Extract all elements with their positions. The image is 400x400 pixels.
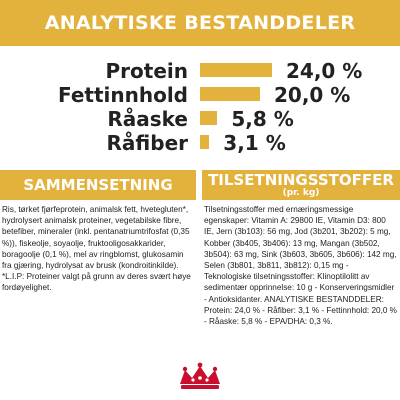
chart-row: Fettinnhold 20,0 % bbox=[0, 82, 400, 108]
additives-section: TILSETNINGSSTOFFER (pr. kg) Tilsetningss… bbox=[202, 170, 400, 327]
category-label: Råaske bbox=[107, 107, 188, 131]
value-bar bbox=[200, 87, 260, 101]
chart-row: Råaske 5,8 % bbox=[0, 106, 400, 132]
category-label: Råfiber bbox=[106, 131, 188, 155]
composition-section: SAMMENSETNING Ris, tørket fjørfeprotein,… bbox=[0, 170, 196, 294]
category-label: Protein bbox=[105, 59, 188, 83]
value-label: 24,0 % bbox=[286, 59, 363, 83]
additives-title: TILSETNINGSSTOFFER bbox=[208, 170, 394, 189]
chart-row: Protein 24,0 % bbox=[0, 58, 400, 84]
value-bar bbox=[200, 63, 272, 77]
page-title: ANALYTISKE BESTANDDELER bbox=[0, 0, 400, 46]
chart-row: Råfiber 3,1 % bbox=[0, 130, 400, 156]
value-bar bbox=[200, 111, 218, 125]
analytic-chart: Protein 24,0 % Fettinnhold 20,0 % Råaske 5,8 … bbox=[0, 0, 400, 170]
category-label: Fettinnhold bbox=[57, 83, 188, 107]
additives-text: Tilsetningsstoffer med ernæringsmessige … bbox=[204, 205, 397, 327]
composition-text: Ris, tørket fjørfeprotein, animalsk fett… bbox=[2, 205, 191, 293]
additives-title-block: TILSETNINGSSTOFFER (pr. kg) bbox=[202, 170, 400, 200]
composition-title: SAMMENSETNING bbox=[0, 170, 196, 200]
royal-canin-crown-logo bbox=[180, 362, 220, 389]
additives-subtitle: (pr. kg) bbox=[282, 187, 320, 198]
value-bar bbox=[200, 135, 210, 149]
value-label: 20,0 % bbox=[274, 83, 351, 107]
value-label: 3,1 % bbox=[223, 131, 286, 155]
value-label: 5,8 % bbox=[231, 107, 294, 131]
